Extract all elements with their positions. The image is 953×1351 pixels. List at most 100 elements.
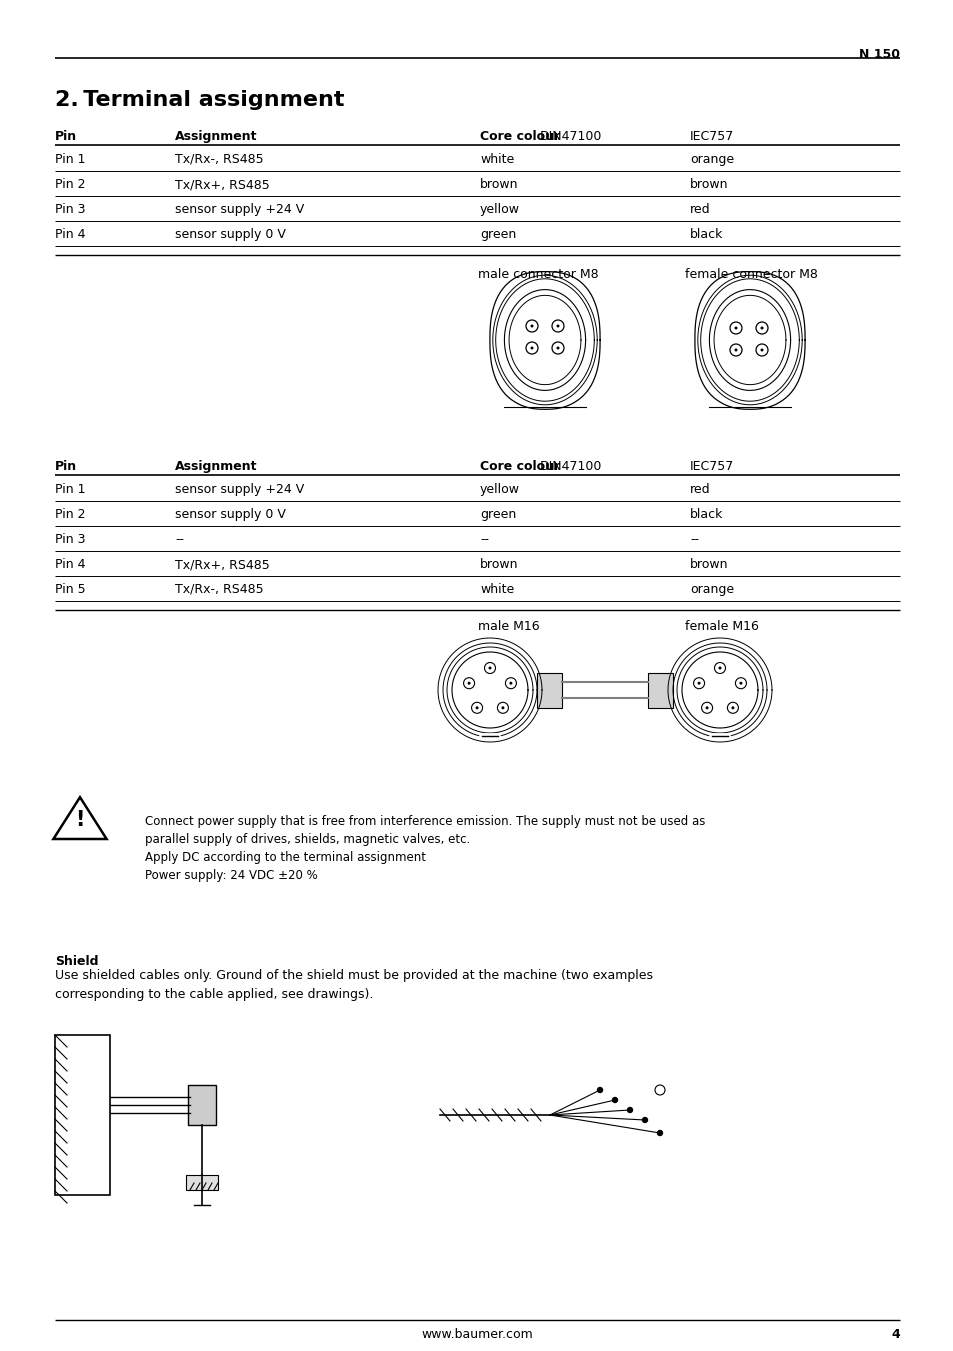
Text: Pin 4: Pin 4 — [55, 228, 86, 240]
Circle shape — [509, 682, 512, 685]
Text: white: white — [479, 584, 514, 596]
Bar — [537, 673, 561, 708]
Circle shape — [530, 346, 533, 350]
Bar — [647, 673, 672, 708]
Text: female connector M8: female connector M8 — [684, 267, 817, 281]
Text: male connector M8: male connector M8 — [477, 267, 598, 281]
Text: Pin 3: Pin 3 — [55, 203, 86, 216]
Circle shape — [556, 346, 558, 350]
Circle shape — [475, 707, 478, 709]
Bar — [188, 1085, 215, 1125]
Circle shape — [739, 682, 741, 685]
Text: DIN47100: DIN47100 — [539, 459, 601, 473]
Text: orange: orange — [689, 153, 734, 166]
Circle shape — [501, 707, 504, 709]
Text: orange: orange — [689, 584, 734, 596]
Circle shape — [693, 678, 704, 689]
Text: brown: brown — [689, 558, 728, 571]
Text: --: -- — [689, 534, 699, 546]
Text: Shield: Shield — [55, 955, 98, 969]
Text: yellow: yellow — [479, 203, 519, 216]
Circle shape — [697, 682, 700, 685]
Circle shape — [755, 345, 767, 357]
Text: Pin: Pin — [55, 459, 77, 473]
Circle shape — [467, 682, 470, 685]
Text: green: green — [479, 508, 516, 521]
Text: Pin 3: Pin 3 — [55, 534, 86, 546]
Circle shape — [525, 320, 537, 332]
Circle shape — [484, 662, 495, 674]
Circle shape — [556, 324, 558, 327]
Text: Core colour: Core colour — [479, 130, 564, 143]
Circle shape — [552, 342, 563, 354]
Text: brown: brown — [479, 178, 518, 190]
Circle shape — [760, 327, 762, 330]
Text: Pin 2: Pin 2 — [55, 508, 86, 521]
Circle shape — [755, 322, 767, 334]
Text: yellow: yellow — [479, 484, 519, 496]
Bar — [188, 1085, 215, 1125]
Text: Connect power supply that is free from interference emission. The supply must no: Connect power supply that is free from i… — [145, 815, 704, 882]
Text: sensor supply +24 V: sensor supply +24 V — [174, 484, 304, 496]
Text: white: white — [479, 153, 514, 166]
Circle shape — [525, 342, 537, 354]
Text: DIN47100: DIN47100 — [539, 130, 601, 143]
Text: black: black — [689, 228, 722, 240]
Text: green: green — [479, 228, 516, 240]
Bar — [55, 1035, 110, 1196]
Text: Assignment: Assignment — [174, 459, 257, 473]
Text: IEC757: IEC757 — [689, 459, 734, 473]
Bar — [186, 1175, 218, 1190]
Bar — [186, 1175, 218, 1190]
Circle shape — [530, 324, 533, 327]
Text: female M16: female M16 — [684, 620, 758, 634]
Text: --: -- — [174, 534, 184, 546]
Circle shape — [488, 666, 491, 670]
Circle shape — [705, 707, 708, 709]
Circle shape — [735, 678, 745, 689]
Circle shape — [627, 1108, 632, 1112]
Text: Assignment: Assignment — [174, 130, 257, 143]
Circle shape — [497, 703, 508, 713]
Bar — [537, 673, 561, 708]
Text: Use shielded cables only. Ground of the shield must be provided at the machine (: Use shielded cables only. Ground of the … — [55, 969, 652, 1001]
Text: Pin 1: Pin 1 — [55, 484, 86, 496]
Text: red: red — [689, 203, 710, 216]
Text: Tx/Rx+, RS485: Tx/Rx+, RS485 — [174, 558, 270, 571]
Circle shape — [597, 1088, 602, 1093]
Text: sensor supply +24 V: sensor supply +24 V — [174, 203, 304, 216]
Text: male M16: male M16 — [477, 620, 539, 634]
Text: Core colour: Core colour — [479, 459, 564, 473]
Circle shape — [700, 703, 712, 713]
Text: Tx/Rx-, RS485: Tx/Rx-, RS485 — [174, 153, 263, 166]
Text: sensor supply 0 V: sensor supply 0 V — [174, 228, 286, 240]
Text: sensor supply 0 V: sensor supply 0 V — [174, 508, 286, 521]
Bar — [647, 673, 672, 708]
Text: red: red — [689, 484, 710, 496]
Circle shape — [612, 1097, 617, 1102]
Circle shape — [729, 345, 741, 357]
Text: --: -- — [479, 534, 489, 546]
Text: Pin 1: Pin 1 — [55, 153, 86, 166]
Circle shape — [471, 703, 482, 713]
Circle shape — [734, 327, 737, 330]
Text: Pin: Pin — [55, 130, 77, 143]
Text: Tx/Rx+, RS485: Tx/Rx+, RS485 — [174, 178, 270, 190]
Circle shape — [760, 349, 762, 351]
Circle shape — [552, 320, 563, 332]
Text: Pin 2: Pin 2 — [55, 178, 86, 190]
Circle shape — [727, 703, 738, 713]
Circle shape — [731, 707, 734, 709]
Text: Tx/Rx-, RS485: Tx/Rx-, RS485 — [174, 584, 263, 596]
Text: Pin 4: Pin 4 — [55, 558, 86, 571]
Text: Pin 5: Pin 5 — [55, 584, 86, 596]
Circle shape — [714, 662, 724, 674]
Text: N 150: N 150 — [858, 49, 899, 61]
Text: brown: brown — [689, 178, 728, 190]
Circle shape — [734, 349, 737, 351]
Text: IEC757: IEC757 — [689, 130, 734, 143]
Text: 4: 4 — [890, 1328, 899, 1342]
Circle shape — [505, 678, 516, 689]
Circle shape — [718, 666, 720, 670]
Text: www.baumer.com: www.baumer.com — [420, 1328, 533, 1342]
